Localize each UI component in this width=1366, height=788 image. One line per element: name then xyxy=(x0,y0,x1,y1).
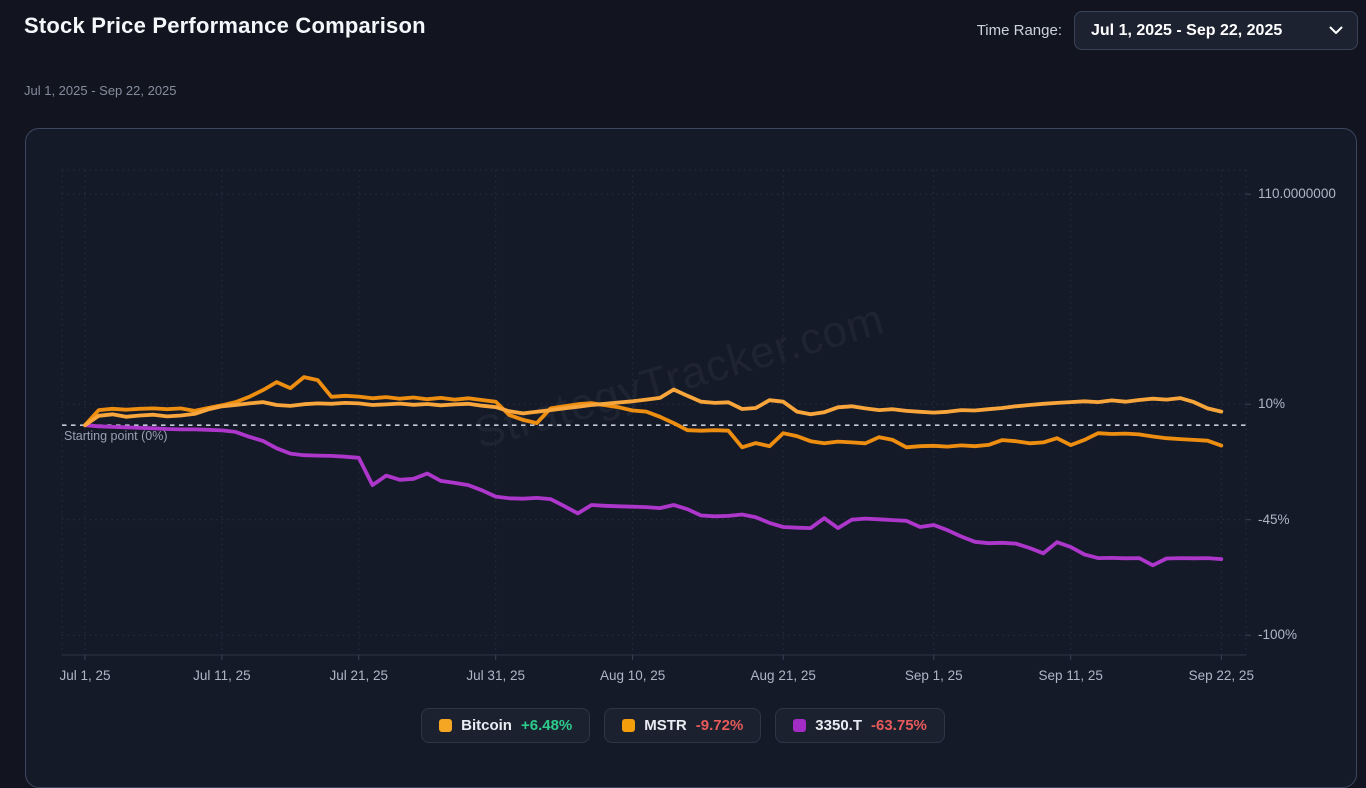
page-title: Stock Price Performance Comparison xyxy=(24,13,426,38)
legend-swatch-icon xyxy=(439,719,453,732)
legend-series-change: -9.72% xyxy=(695,717,744,734)
legend-series-name: Bitcoin xyxy=(461,717,512,734)
legend-item-bitcoin[interactable]: Bitcoin +6.48% xyxy=(421,708,591,743)
chart-legend: Bitcoin +6.48% MSTR -9.72% 3350.T -63.75% xyxy=(0,708,1366,743)
chart-panel xyxy=(25,128,1357,788)
legend-series-name: MSTR xyxy=(644,717,687,734)
legend-series-change: +6.48% xyxy=(520,717,573,734)
legend-swatch-icon xyxy=(622,719,636,732)
legend-item-3350-t[interactable]: 3350.T -63.75% xyxy=(775,708,945,743)
time-range-label: Time Range: xyxy=(976,22,1062,39)
legend-item-mstr[interactable]: MSTR -9.72% xyxy=(604,708,762,743)
time-range-value: Jul 1, 2025 - Sep 22, 2025 xyxy=(1091,21,1283,39)
legend-swatch-icon xyxy=(793,719,807,732)
time-range-control: Time Range: Jul 1, 2025 - Sep 22, 2025 xyxy=(977,11,1358,50)
legend-series-name: 3350.T xyxy=(815,717,862,734)
date-range-subtitle: Jul 1, 2025 - Sep 22, 2025 xyxy=(24,83,177,98)
legend-series-change: -63.75% xyxy=(871,717,927,734)
time-range-dropdown[interactable]: Jul 1, 2025 - Sep 22, 2025 xyxy=(1074,11,1358,50)
chevron-down-icon xyxy=(1329,26,1343,35)
